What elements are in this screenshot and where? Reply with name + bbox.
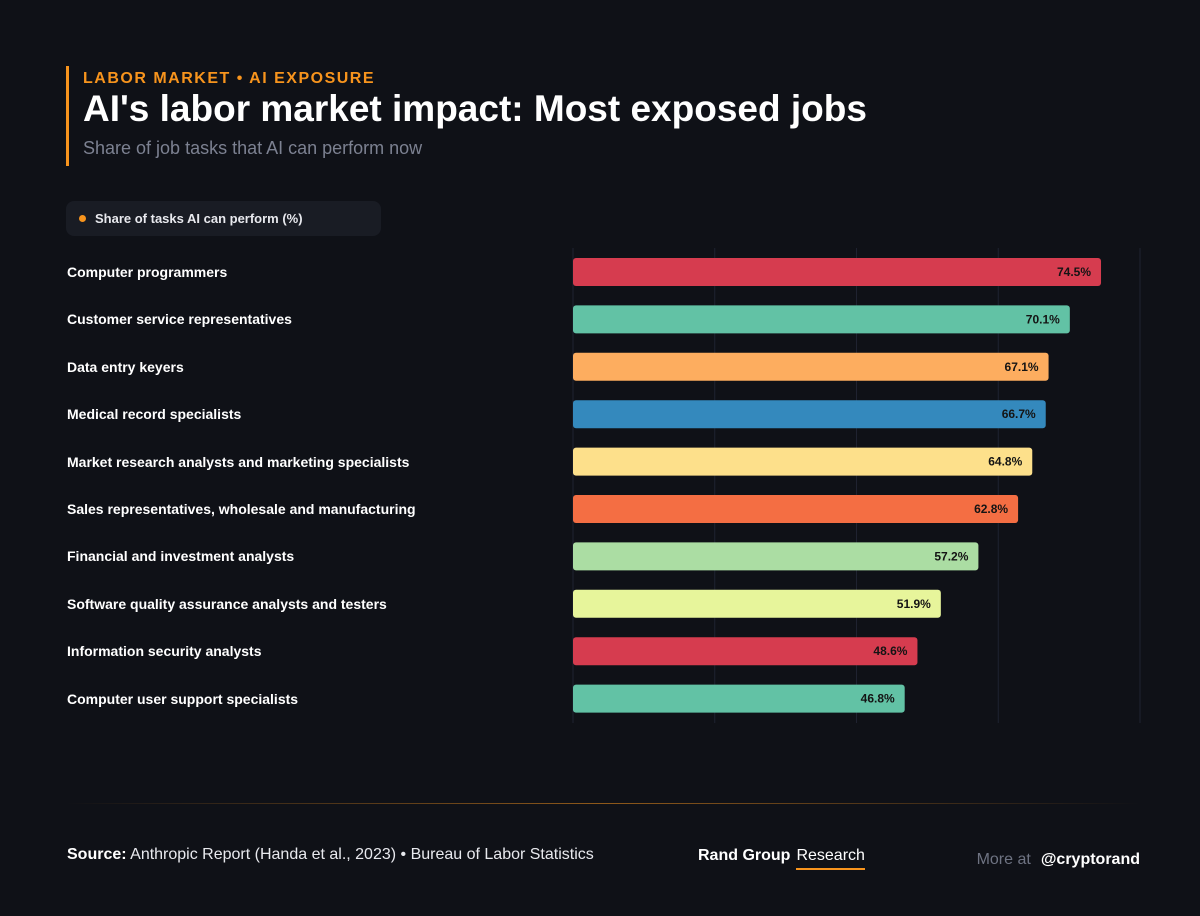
bar	[573, 542, 979, 571]
more-at: More at @cryptorand	[977, 851, 1140, 869]
bar	[573, 684, 905, 713]
bar	[573, 400, 1046, 429]
category-label: Software quality assurance analysts and …	[67, 595, 387, 612]
bar	[573, 495, 1019, 523]
bar	[573, 352, 1049, 381]
legend-dot-icon	[79, 215, 86, 222]
data-label: 62.8%	[974, 502, 1008, 516]
header-kicker: LABOR MARKET • AI EXPOSURE	[83, 70, 376, 87]
brand-sub: Research	[796, 847, 865, 870]
data-label: 46.8%	[861, 692, 895, 706]
bar	[573, 589, 941, 618]
brand: Rand Group Research	[698, 847, 865, 870]
source-text: Anthropic Report (Handa et al., 2023) • …	[130, 846, 594, 863]
page-title: AI's labor market impact: Most exposed j…	[83, 88, 867, 129]
social-handle[interactable]: @cryptorand	[1040, 851, 1140, 868]
header-accent-bar	[66, 66, 69, 166]
page-subtitle: Share of job tasks that AI can perform n…	[83, 138, 423, 158]
data-label: 74.5%	[1057, 265, 1091, 279]
category-label: Computer programmers	[67, 264, 228, 280]
footer-divider	[66, 803, 1140, 804]
category-label: Customer service representatives	[67, 311, 292, 328]
data-label: 51.9%	[897, 597, 931, 611]
more-label: More at	[976, 851, 1031, 868]
data-label: 48.6%	[873, 644, 907, 658]
category-label: Market research analysts and marketing s…	[67, 453, 410, 470]
data-label: 70.1%	[1026, 312, 1060, 326]
category-label: Computer user support specialists	[67, 690, 299, 707]
category-label: Sales representatives, wholesale and man…	[67, 501, 416, 517]
source-label: Source:	[67, 846, 127, 863]
data-label: 66.7%	[1002, 407, 1036, 421]
category-label: Information security analysts	[67, 643, 262, 660]
bar	[573, 637, 918, 666]
brand-name: Rand Group	[698, 847, 791, 864]
source-note: Source: Anthropic Report (Handa et al., …	[67, 846, 594, 864]
category-label: Data entry keyers	[67, 358, 184, 375]
data-label: 64.8%	[988, 455, 1022, 469]
legend-label: Share of tasks AI can perform (%)	[95, 211, 303, 226]
category-label: Medical record specialists	[67, 406, 242, 423]
data-label: 67.1%	[1005, 360, 1039, 374]
category-label: Financial and investment analysts	[67, 548, 295, 565]
chart-legend: Share of tasks AI can perform (%)	[66, 201, 381, 236]
data-label: 57.2%	[934, 549, 968, 563]
bar	[573, 258, 1102, 286]
bar	[573, 447, 1033, 476]
bar	[573, 305, 1070, 334]
